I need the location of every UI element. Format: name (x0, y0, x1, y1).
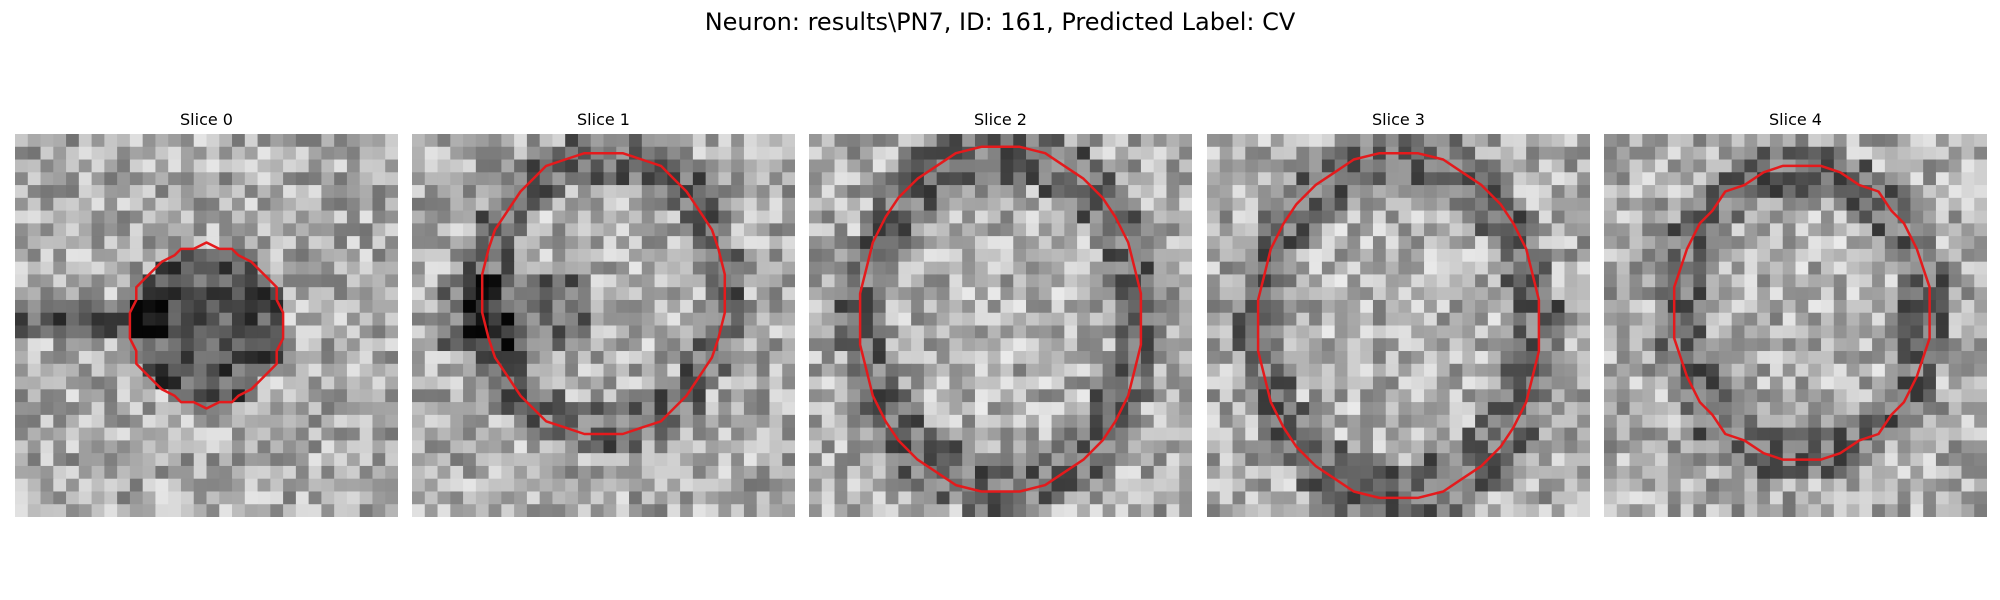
slice-image-4 (1604, 134, 1987, 517)
figure-title: Neuron: results\PN7, ID: 161, Predicted … (704, 8, 1296, 36)
contour-1 (480, 151, 727, 436)
slice-image-3 (1207, 134, 1590, 517)
slice-panel-1: Slice 1 (412, 108, 795, 517)
contour-0 (128, 241, 285, 410)
contour-2 (858, 145, 1143, 493)
contour-3 (1256, 151, 1541, 500)
slice-title-1: Slice 1 (577, 110, 630, 129)
slice-title-2: Slice 2 (974, 110, 1027, 129)
slice-image-2 (809, 134, 1192, 517)
slice-title-3: Slice 3 (1372, 110, 1425, 129)
slice-title-0: Slice 0 (180, 110, 233, 129)
slice-panel-2: Slice 2 (809, 108, 1192, 517)
slice-panel-4: Slice 4 (1604, 108, 1987, 517)
contour-4 (1672, 164, 1931, 461)
slice-panel-0: Slice 0 (15, 108, 398, 517)
slice-image-0 (15, 134, 398, 517)
slice-title-4: Slice 4 (1769, 110, 1822, 129)
slice-image-1 (412, 134, 795, 517)
slice-panel-3: Slice 3 (1207, 108, 1590, 517)
